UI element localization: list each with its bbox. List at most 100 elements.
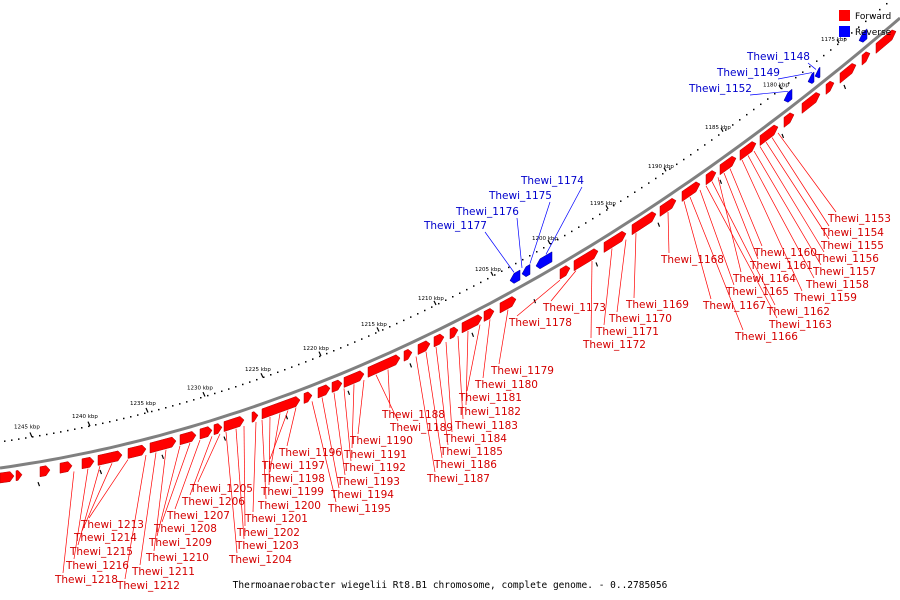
- scale-dot: [585, 222, 587, 224]
- gene-label-forward: Thewi_1158: [805, 279, 869, 291]
- scale-dot: [11, 439, 13, 441]
- gene-label-reverse: Thewi_1174: [520, 175, 584, 187]
- major-tick: [720, 127, 724, 132]
- forward-gene: [0, 471, 15, 484]
- forward-gene: [81, 456, 95, 470]
- scale-dot: [655, 177, 657, 180]
- gene-label-forward: Thewi_1188: [381, 409, 445, 421]
- gene-label-forward: Thewi_1186: [433, 459, 497, 471]
- scale-dot: [634, 191, 636, 193]
- scale-dot: [711, 139, 713, 141]
- leader-line: [699, 189, 735, 286]
- scale-dot: [88, 425, 90, 428]
- scale-dot: [424, 309, 426, 312]
- forward-gene: [39, 465, 51, 478]
- gene-label-forward: Thewi_1156: [815, 253, 879, 265]
- leader-line: [498, 309, 509, 365]
- forward-gene: [223, 416, 245, 432]
- leader-line: [683, 201, 712, 300]
- gene-label-forward: Thewi_1198: [261, 473, 325, 485]
- scale-dot: [536, 251, 538, 253]
- forward-gene: [343, 370, 365, 388]
- scale-dot: [214, 392, 216, 395]
- scale-dot: [235, 386, 237, 388]
- gene-label-forward: Thewi_1189: [389, 422, 453, 434]
- tick-label: 1215 kbp: [361, 322, 387, 328]
- gene-label-forward: Thewi_1164: [732, 273, 796, 285]
- scale-dot: [858, 26, 860, 28]
- scale-dot: [256, 378, 258, 381]
- leader-line: [235, 428, 245, 540]
- scale-dot: [109, 420, 111, 423]
- gene-label-forward: Thewi_1194: [330, 489, 394, 501]
- major-tick: [605, 204, 609, 210]
- leader-line: [753, 150, 822, 266]
- forward-gene: [213, 423, 223, 436]
- minor-tick: [161, 454, 165, 460]
- scale-dot: [445, 299, 447, 301]
- scale-dot: [249, 381, 251, 383]
- major-tick: [29, 432, 33, 438]
- reverse-gene: [521, 263, 531, 277]
- scale-dot: [564, 234, 566, 237]
- gene-label-forward: Thewi_1192: [342, 462, 406, 474]
- gene-label-forward: Thewi_1182: [457, 406, 521, 418]
- forward-gene: [483, 308, 495, 322]
- major-tick: [547, 239, 551, 245]
- scale-dot: [326, 352, 328, 355]
- gene-label-reverse: Thewi_1149: [716, 67, 780, 79]
- scale-dot: [669, 168, 671, 170]
- scale-dot: [774, 93, 776, 95]
- scale-dot: [375, 332, 377, 334]
- forward-gene: [839, 63, 857, 84]
- forward-gene: [149, 436, 177, 454]
- major-tick: [318, 351, 322, 357]
- forward-gene: [251, 411, 259, 423]
- gene-label-forward: Thewi_1184: [443, 433, 507, 445]
- scale-dot: [760, 103, 762, 106]
- leader-line: [139, 452, 157, 566]
- scale-dot: [200, 397, 202, 399]
- leader-line: [73, 468, 89, 560]
- leader-line: [321, 397, 340, 489]
- gene-label-forward: Thewi_1193: [336, 476, 400, 488]
- tick-label: 1230 kbp: [187, 385, 213, 391]
- gene-label-forward: Thewi_1199: [260, 486, 324, 498]
- scale-dot: [333, 350, 335, 352]
- scale-dot: [312, 358, 314, 360]
- scale-dot: [354, 341, 356, 343]
- gene-label-forward: Thewi_1162: [766, 306, 830, 318]
- scale-dot: [473, 285, 475, 287]
- scale-dot: [844, 37, 846, 40]
- tick-label: 1225 kbp: [245, 367, 271, 373]
- scale-dot: [627, 195, 629, 198]
- gene-label-forward: Thewi_1155: [820, 240, 884, 252]
- leader-line: [189, 436, 213, 496]
- gene-label-forward: Thewi_1214: [73, 532, 137, 544]
- scale-dot: [382, 329, 384, 331]
- gene-label-forward: Thewi_1209: [148, 537, 212, 549]
- tick-layer: 1175 kbp 1180 kbp 1185 kbp 1190 kbp 1195 kbp…: [4, 2, 888, 487]
- leader-line: [77, 465, 101, 546]
- leader-line: [550, 270, 577, 302]
- scale-dot: [151, 410, 153, 413]
- gene-label-reverse: Thewi_1152: [688, 83, 752, 95]
- forward-gene: [403, 349, 413, 362]
- gene-label-forward: Thewi_1208: [153, 523, 217, 535]
- leader-line: [711, 181, 776, 306]
- scale-dot: [725, 129, 727, 131]
- scale-dot: [683, 158, 685, 161]
- tick-label: 1235 kbp: [130, 401, 156, 407]
- scale-dot: [718, 134, 720, 136]
- gene-label-forward: Thewi_1202: [236, 527, 300, 539]
- leader-line: [333, 392, 346, 476]
- minor-tick: [347, 390, 351, 396]
- leader-line: [62, 471, 75, 574]
- forward-gene: [15, 470, 23, 481]
- leader-line: [252, 421, 257, 513]
- gene-label-forward: Thewi_1181: [458, 392, 522, 404]
- scale-dot: [641, 186, 643, 189]
- scale-dot: [410, 316, 412, 318]
- forward-gene: [705, 170, 717, 186]
